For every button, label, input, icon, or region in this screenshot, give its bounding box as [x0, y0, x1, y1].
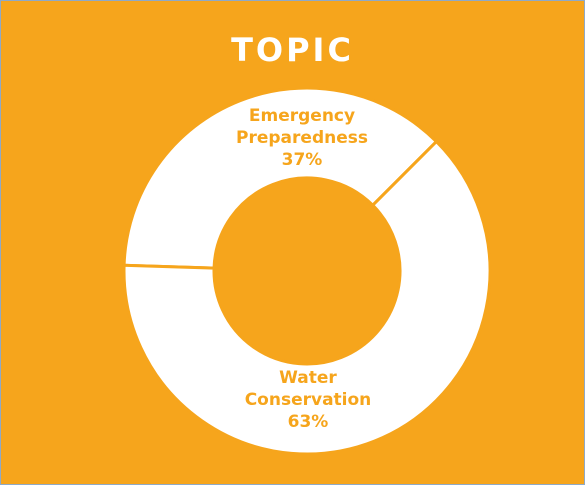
slice-value-label: 63%	[287, 412, 329, 432]
donut-segment	[122, 86, 439, 270]
slice-label: Water Conservation	[244, 368, 372, 410]
donut-segment	[122, 139, 492, 456]
chart-title: TOPIC	[231, 31, 354, 69]
slice-value-label: 37%	[281, 150, 323, 170]
slice-label: Emergency Preparedness	[236, 106, 368, 148]
